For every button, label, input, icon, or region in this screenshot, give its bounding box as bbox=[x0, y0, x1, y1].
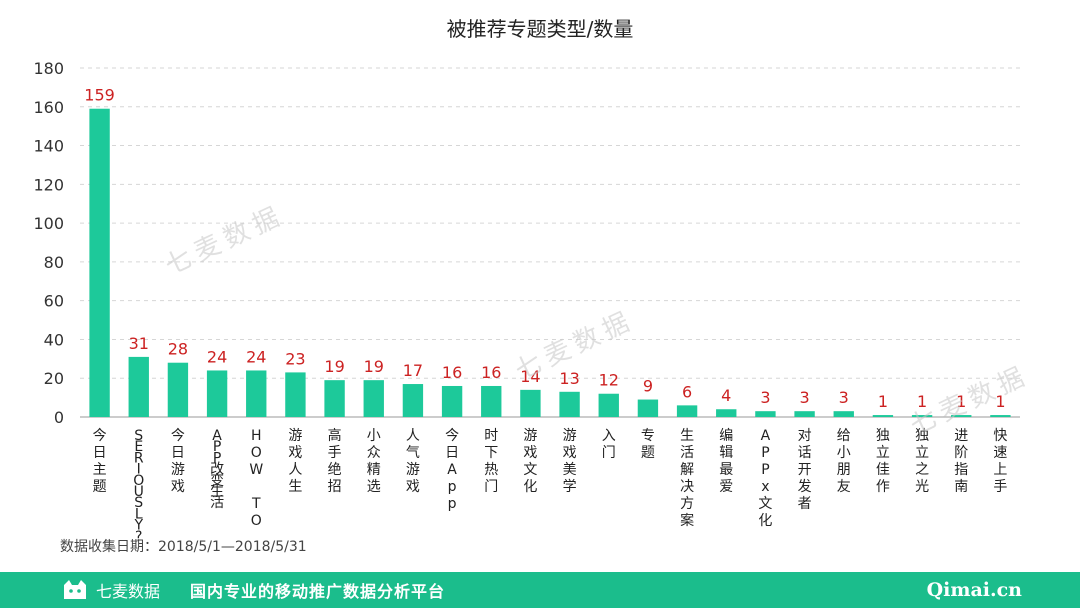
x-tick-label: 入门 bbox=[602, 428, 616, 461]
footer-brand-name: 七麦数据 bbox=[96, 582, 161, 601]
bar bbox=[794, 411, 815, 417]
y-tick-label: 100 bbox=[33, 214, 64, 233]
data-label: 3 bbox=[799, 388, 809, 407]
data-label: 14 bbox=[520, 367, 540, 386]
data-label: 3 bbox=[839, 388, 849, 407]
data-label: 159 bbox=[84, 86, 115, 105]
data-label: 28 bbox=[168, 340, 188, 359]
bar bbox=[990, 415, 1011, 417]
x-tick-label: 独立之光 bbox=[915, 428, 929, 495]
source-note: 数据收集日期：2018/5/1—2018/5/31 bbox=[60, 539, 307, 555]
y-tick-label: 20 bbox=[44, 369, 64, 388]
data-label: 24 bbox=[207, 347, 227, 366]
x-tick-label: 游戏人生 bbox=[288, 428, 302, 495]
x-tick-label: 专题 bbox=[641, 428, 655, 461]
data-label: 13 bbox=[559, 369, 579, 388]
data-label: 17 bbox=[403, 361, 423, 380]
bar bbox=[598, 393, 619, 417]
bar bbox=[206, 370, 228, 417]
data-label: 16 bbox=[481, 363, 501, 382]
bar bbox=[363, 380, 384, 417]
x-tick-label: 给小朋友 bbox=[837, 428, 851, 495]
data-label: 24 bbox=[246, 347, 266, 366]
bar bbox=[833, 411, 854, 417]
bar bbox=[559, 391, 580, 417]
bar bbox=[716, 409, 737, 417]
y-tick-label: 80 bbox=[44, 253, 64, 272]
y-tick-label: 120 bbox=[33, 175, 64, 194]
bar bbox=[637, 399, 659, 417]
x-tick-label: 今日游戏 bbox=[171, 428, 185, 495]
chart-title: 被推荐专题类型/数量 bbox=[447, 17, 634, 41]
bar bbox=[402, 384, 424, 417]
data-label: 1 bbox=[917, 392, 927, 411]
bar bbox=[246, 370, 267, 417]
bar bbox=[285, 372, 306, 417]
bar bbox=[951, 415, 972, 417]
data-label: 19 bbox=[364, 357, 384, 376]
bar-chart: 被推荐专题类型/数量 0 20 40 60 80 100 120 140 160 180 159 今日主… bbox=[33, 17, 1020, 545]
y-tick-label: 160 bbox=[33, 98, 64, 117]
x-tick-label: 独立佳作 bbox=[876, 428, 890, 495]
y-tick-label: 0 bbox=[54, 408, 64, 427]
bar bbox=[89, 108, 110, 417]
data-label: 12 bbox=[599, 371, 619, 390]
bar bbox=[441, 385, 463, 417]
x-tick-label: 时下热门 bbox=[484, 428, 498, 495]
x-tick-label: S E R I O U S L Y? bbox=[133, 428, 144, 545]
footer-slogan: 国内专业的移动推广数据分析平台 bbox=[190, 582, 446, 601]
bar bbox=[324, 380, 345, 417]
x-tick-label: 游戏文化 bbox=[523, 428, 537, 495]
x-tick-label: 生活解决方案 bbox=[680, 428, 694, 529]
bar bbox=[128, 356, 149, 417]
x-tick-label: 对话开发者 bbox=[798, 428, 812, 512]
y-tick-label: 40 bbox=[44, 330, 64, 349]
data-label: 9 bbox=[643, 377, 653, 396]
data-label: 16 bbox=[442, 363, 462, 382]
data-label: 4 bbox=[721, 386, 731, 405]
x-tick-label: 今日主题 bbox=[93, 428, 107, 495]
bar bbox=[676, 405, 698, 417]
footer-bar: 七麦数据 国内专业的移动推广数据分析平台 Qimai.cn bbox=[0, 572, 1080, 608]
bar bbox=[167, 362, 189, 417]
bar bbox=[911, 415, 933, 417]
x-tick-label: 进阶指南 bbox=[954, 428, 968, 495]
footer-brand: 七麦数据 bbox=[62, 578, 160, 602]
y-tick-label: 180 bbox=[33, 59, 64, 78]
x-tick-label: 人气游戏 bbox=[406, 428, 420, 495]
x-tick-label: A P P 改变生活 bbox=[210, 428, 224, 511]
bar bbox=[481, 385, 502, 417]
data-label: 3 bbox=[760, 388, 770, 407]
x-tick-label: 编辑最爱 bbox=[719, 428, 733, 495]
data-label: 1 bbox=[995, 392, 1005, 411]
x-tick-label: 游戏美学 bbox=[563, 428, 577, 495]
bar bbox=[520, 389, 541, 417]
y-tick-label: 60 bbox=[44, 292, 64, 311]
data-label: 23 bbox=[285, 349, 305, 368]
data-label: 1 bbox=[956, 392, 966, 411]
y-tick-label: 140 bbox=[33, 137, 64, 156]
x-tick-label: 高手绝招 bbox=[328, 427, 342, 495]
data-label: 31 bbox=[129, 334, 149, 353]
x-tick-label: 快速上手 bbox=[993, 428, 1007, 495]
data-label: 19 bbox=[324, 357, 344, 376]
bar bbox=[755, 411, 776, 417]
data-label: 1 bbox=[878, 392, 888, 411]
bar bbox=[872, 415, 894, 417]
x-tick-label: 小众精选 bbox=[367, 428, 381, 495]
data-label: 6 bbox=[682, 382, 692, 401]
footer-site: Qimai.cn bbox=[926, 579, 1022, 601]
cat-logo-icon bbox=[64, 580, 86, 599]
